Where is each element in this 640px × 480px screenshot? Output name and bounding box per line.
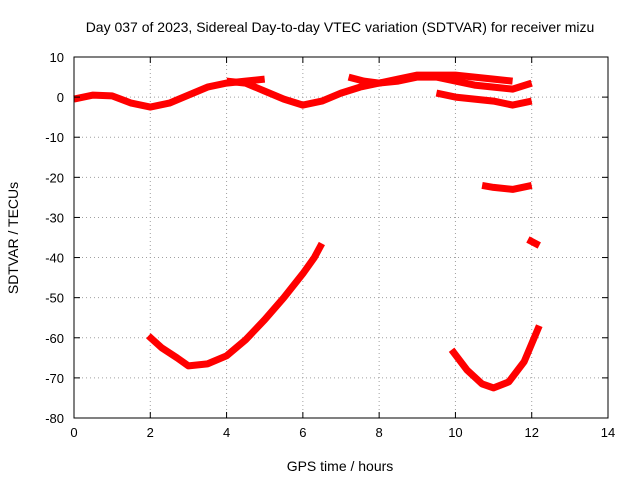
y-tick-label: -60 [45,331,64,346]
x-tick-label: 14 [601,425,615,440]
y-tick-label: 0 [57,90,64,105]
y-tick-label: -20 [45,170,64,185]
grid-layer [74,57,608,418]
y-tick-label: -30 [45,210,64,225]
series-track-3 [347,73,533,93]
x-tick-label: 0 [70,425,77,440]
x-tick-label: 6 [299,425,306,440]
y-tick-label: -70 [45,371,64,386]
tick-layer: 0 2 4 6 8 10 12 14 10 0 -10 -20 -30 -40 -50 -60 -70 -80 [45,50,615,440]
series-track-5 [481,181,533,193]
x-axis-label: GPS time / hours [287,458,394,474]
y-tick-label: -50 [45,291,64,306]
x-tick-label: 12 [524,425,538,440]
x-tick-label: 4 [223,425,230,440]
x-tick-label: 2 [147,425,154,440]
series-track-4 [435,89,533,109]
chart-title: Day 037 of 2023, Sidereal Day-to-day VTE… [86,19,595,35]
x-tick-label: 10 [448,425,462,440]
series-layer [73,71,543,392]
y-tick-label: -40 [45,251,64,266]
y-tick-label: -10 [45,130,64,145]
x-tick-label: 8 [376,425,383,440]
y-axis-label: SDTVAR / TECUs [5,182,21,294]
series-track-7 [146,241,325,370]
series-track-8 [448,324,543,392]
y-tick-label: 10 [50,50,64,65]
plot-frame [73,56,609,419]
y-tick-label: -80 [45,411,64,426]
series-track-6 [526,236,541,249]
